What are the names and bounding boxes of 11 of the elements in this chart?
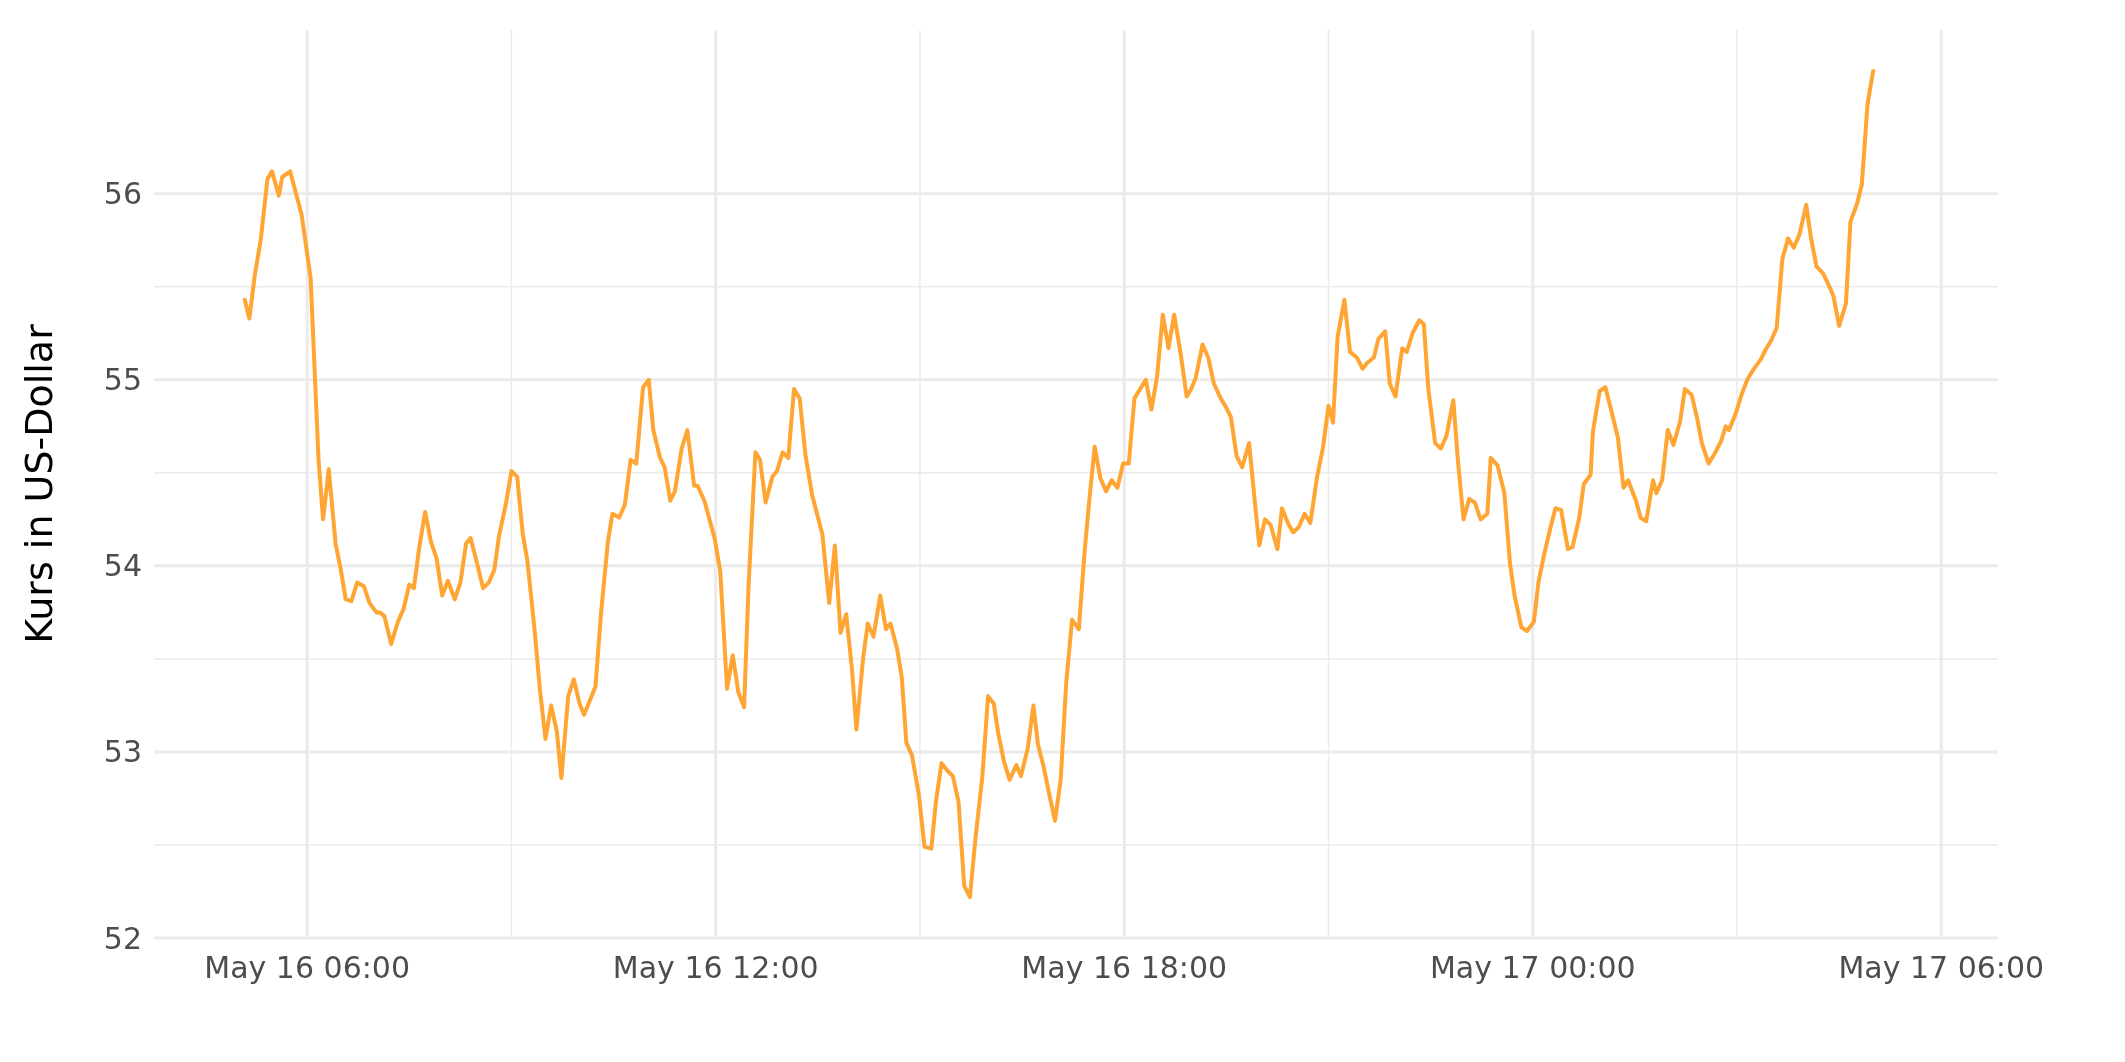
x-tick-label: May 16 18:00 [1021,950,1228,985]
y-tick-label: 53 [103,734,142,770]
x-tick-label: May 17 00:00 [1429,950,1636,985]
y-tick-label: 55 [103,362,142,398]
y-axis-title: Kurs in US-Dollar [17,323,61,644]
x-tick-label: May 16 12:00 [612,950,819,985]
x-tick-label: May 17 06:00 [1838,950,2045,985]
y-tick-label: 54 [103,548,142,584]
x-tick-label: May 16 06:00 [204,950,411,985]
y-tick-label: 52 [103,920,142,956]
y-tick-label: 56 [103,176,142,212]
